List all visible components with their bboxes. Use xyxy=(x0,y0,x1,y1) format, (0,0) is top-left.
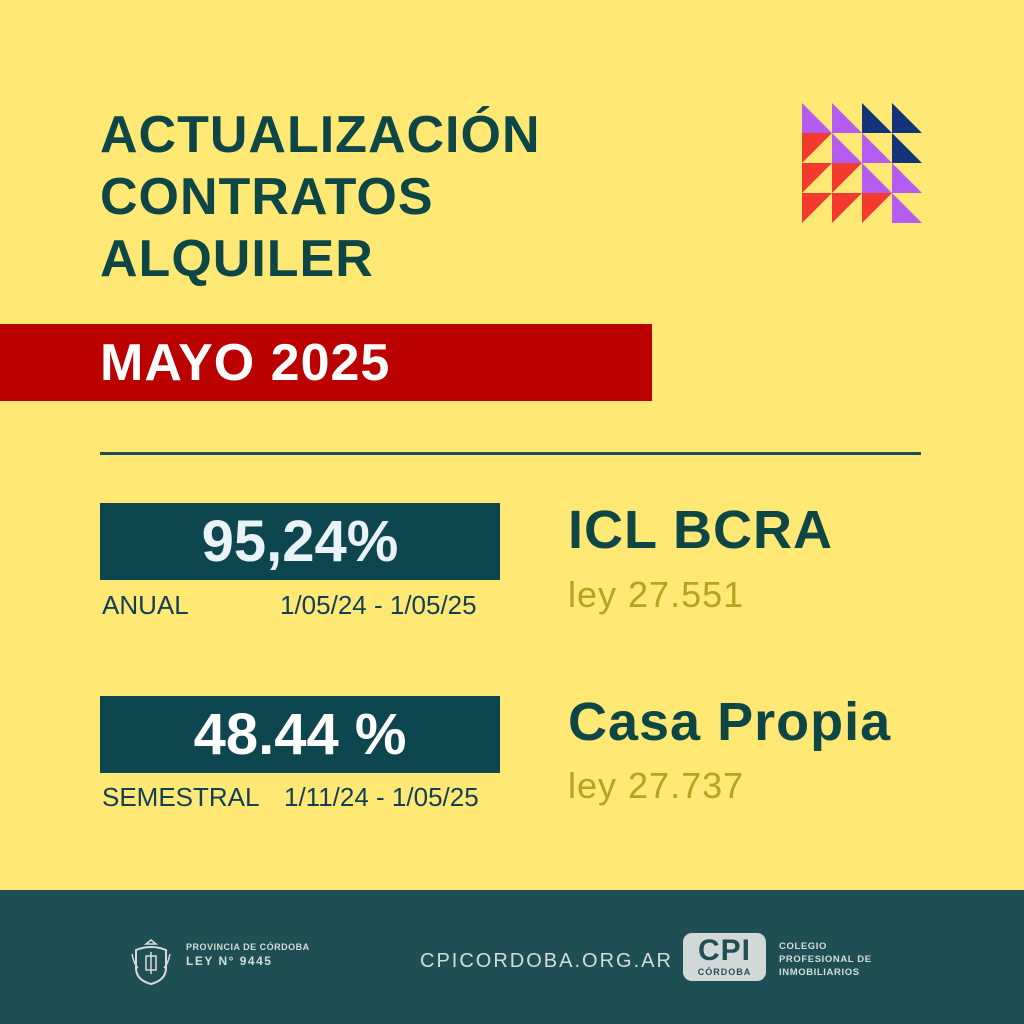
month-label: MAYO 2025 xyxy=(100,334,391,392)
coat-of-arms-icon xyxy=(131,939,171,986)
province-text: PROVINCIA DE CÓRDOBA LEY N° 9445 xyxy=(186,942,310,968)
cpi-city: CÓRDOBA xyxy=(697,967,752,977)
province-line-1: PROVINCIA DE CÓRDOBA xyxy=(186,942,310,952)
organization-name: COLEGIO PROFESIONAL DE INMOBILIARIOS xyxy=(779,940,872,979)
icl-value-box: 95,24% xyxy=(100,503,500,580)
icl-date-range: 1/05/24 - 1/05/25 xyxy=(280,590,477,620)
title-line-1: ACTUALIZACIÓN xyxy=(100,106,541,164)
province-line-2: LEY N° 9445 xyxy=(186,954,273,968)
casa-propia-name: Casa Propia xyxy=(568,692,892,752)
casa-propia-period-label: SEMESTRAL xyxy=(102,782,260,812)
triangle-pattern-logo-icon xyxy=(802,103,922,223)
org-line-2: PROFESIONAL DE xyxy=(779,954,872,965)
org-line-1: COLEGIO xyxy=(779,941,828,952)
cpi-abbr: CPI xyxy=(697,934,751,967)
page-title: ACTUALIZACIÓN CONTRATOS ALQUILER xyxy=(100,104,541,290)
website-link[interactable]: CPICORDOBA.ORG.AR xyxy=(420,950,673,972)
month-band xyxy=(0,324,652,401)
footer-bar xyxy=(0,890,1024,1024)
title-line-2: CONTRATOS xyxy=(100,168,434,226)
casa-propia-value-box: 48.44 % xyxy=(100,696,500,773)
divider xyxy=(100,452,921,455)
icl-period-label: ANUAL xyxy=(102,590,189,620)
cpi-logo-badge: CPI CÓRDOBA xyxy=(683,933,766,981)
icl-name: ICL BCRA xyxy=(568,500,834,560)
casa-propia-law: ley 27.737 xyxy=(568,765,745,806)
org-line-3: INMOBILIARIOS xyxy=(779,967,860,978)
icl-law: ley 27.551 xyxy=(568,574,745,615)
title-line-3: ALQUILER xyxy=(100,230,374,288)
casa-propia-date-range: 1/11/24 - 1/05/25 xyxy=(284,782,479,812)
